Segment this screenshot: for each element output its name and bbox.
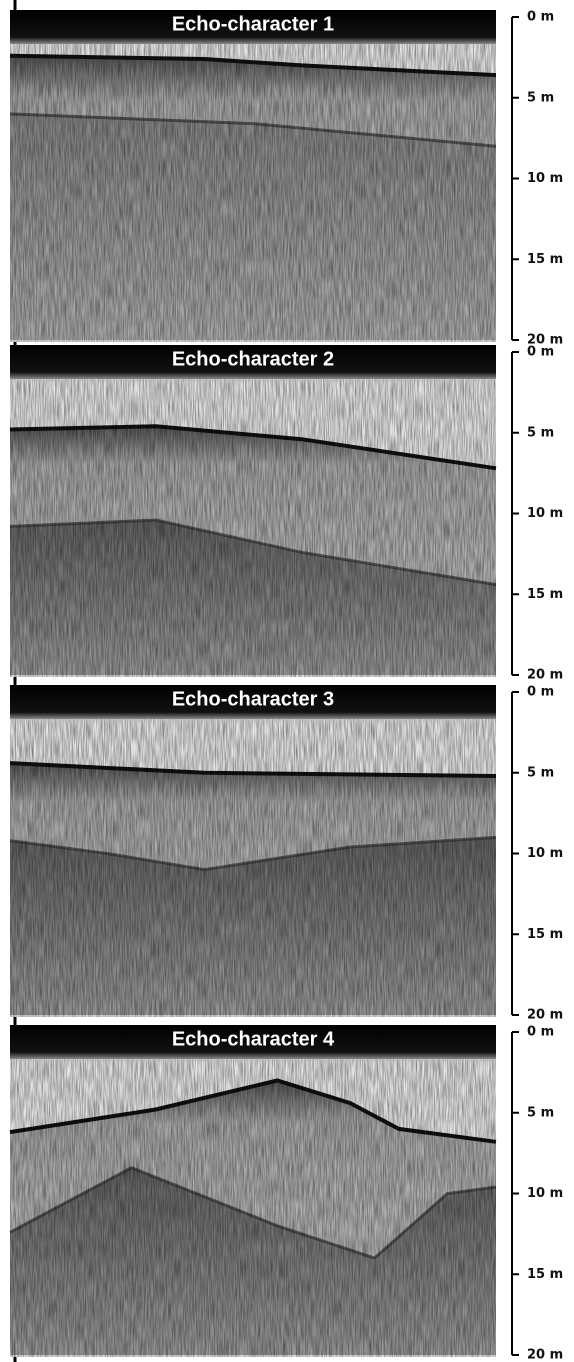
panel-title: Echo-character 3	[172, 688, 334, 710]
echogram-panel: Echo-character 2 0 m 5 m 10 m 15 m 20 m	[10, 345, 563, 683]
texture	[10, 1025, 496, 1357]
echogram-panel: Echo-character 3 0 m 5 m 10 m 15 m 20 m	[10, 685, 563, 1023]
depth-tick-label: 0 m	[527, 345, 554, 360]
panel-title: Echo-character 2	[172, 348, 334, 370]
texture	[10, 10, 496, 342]
depth-tick-label: 15 m	[527, 1267, 563, 1282]
panel-title: Echo-character 4	[172, 1028, 335, 1050]
echogram-panel: Echo-character 4 0 m 5 m 10 m 15 m 20 m	[10, 1025, 563, 1362]
texture	[10, 345, 496, 677]
depth-tick-label: 10 m	[527, 1186, 563, 1201]
depth-tick-label: 0 m	[527, 685, 554, 700]
depth-tick-label: 5 m	[527, 765, 554, 780]
depth-tick-label: 0 m	[527, 1025, 554, 1040]
texture	[10, 685, 496, 1017]
figure: Echo-character 10 m5 m10 m15 m20 mEcho-c…	[0, 0, 574, 1362]
depth-tick-label: 15 m	[527, 252, 563, 267]
depth-tick-label: 0 m	[527, 10, 554, 25]
depth-tick-label: 15 m	[527, 927, 563, 942]
depth-tick-label: 20 m	[527, 1348, 563, 1362]
depth-tick-label: 20 m	[527, 668, 563, 683]
depth-tick-label: 5 m	[527, 90, 554, 105]
depth-tick-label: 20 m	[527, 1008, 563, 1023]
depth-tick-label: 5 m	[527, 1105, 554, 1120]
depth-tick-label: 10 m	[527, 846, 563, 861]
panel-title: Echo-character 1	[172, 13, 334, 35]
depth-tick-label: 5 m	[527, 425, 554, 440]
depth-tick-label: 10 m	[527, 171, 563, 186]
depth-tick-label: 15 m	[527, 587, 563, 602]
depth-tick-label: 10 m	[527, 506, 563, 521]
